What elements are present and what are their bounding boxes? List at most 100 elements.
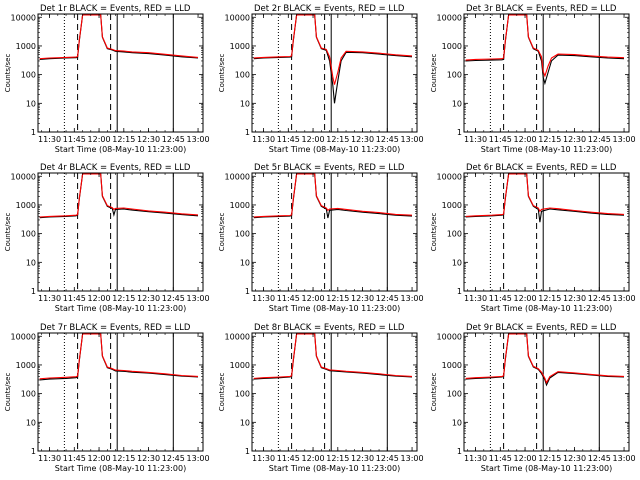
y-tick-label: 1	[457, 447, 462, 456]
y-tick-label: 100	[235, 71, 250, 80]
y-tick-label: 1	[245, 287, 250, 296]
x-tick-label: 12:45	[162, 135, 185, 144]
series-line-lld	[39, 173, 199, 218]
chart-panel: 1 10 100 1000 10000 11:30 11:45 12:00 12:15 12:30…	[4, 163, 210, 313]
series-line-lld	[465, 173, 625, 217]
y-tick-label: 100	[447, 71, 462, 80]
x-tick-label: 11:30	[38, 135, 61, 144]
plot-frame	[251, 172, 418, 292]
x-tick-label: 12:15	[112, 135, 135, 144]
series-line-lld	[253, 333, 413, 379]
x-axis-label: Start Time (08-May-10 11:23:00)	[269, 145, 400, 154]
y-tick-label: 1	[457, 287, 462, 296]
y-tick-label: 10	[26, 99, 36, 108]
chart-panel: 1 10 100 1000 10000 11:30 11:45 12:00 12:15 12:30…	[4, 4, 210, 154]
x-tick-label: 13:00	[401, 454, 424, 463]
x-tick-label: 12:15	[112, 294, 135, 303]
y-axis-label: Counts/sec	[218, 54, 226, 93]
x-tick-label: 12:30	[563, 135, 586, 144]
x-tick-label: 12:00	[302, 454, 325, 463]
x-tick-label: 11:30	[38, 294, 61, 303]
y-tick-label: 1000	[230, 201, 250, 210]
x-tick-label: 12:30	[351, 135, 374, 144]
x-tick-label: 11:45	[489, 135, 512, 144]
y-tick-label: 1000	[16, 361, 36, 370]
x-tick-label: 11:45	[63, 454, 86, 463]
x-tick-label: 11:45	[277, 454, 300, 463]
plot-frame	[37, 332, 204, 452]
y-tick-label: 10000	[437, 172, 462, 181]
x-tick-label: 12:30	[563, 454, 586, 463]
y-tick-label: 10000	[437, 332, 462, 341]
x-tick-label: 12:45	[162, 454, 185, 463]
plot-frame	[463, 13, 630, 133]
x-tick-label: 13:00	[613, 294, 636, 303]
y-tick-label: 1	[31, 287, 36, 296]
x-axis-label: Start Time (08-May-10 11:23:00)	[269, 304, 400, 313]
x-tick-label: 11:45	[277, 135, 300, 144]
x-tick-label: 12:45	[376, 294, 399, 303]
y-tick-label: 1000	[442, 201, 462, 210]
x-axis-label: Start Time (08-May-10 11:23:00)	[269, 464, 400, 473]
y-tick-label: 10000	[11, 172, 36, 181]
plot-frame	[37, 172, 204, 292]
x-tick-label: 11:30	[464, 135, 487, 144]
y-tick-label: 10	[26, 258, 36, 267]
y-tick-label: 1000	[442, 42, 462, 51]
y-tick-label: 10	[452, 418, 462, 427]
chart-title: Det 7r BLACK = Events, RED = LLD	[40, 323, 191, 333]
series-line-lld	[39, 333, 199, 380]
chart-title: Det 1r BLACK = Events, RED = LLD	[40, 4, 191, 14]
y-tick-label: 10	[452, 258, 462, 267]
x-tick-label: 12:45	[376, 454, 399, 463]
chart-panel: 1 10 100 1000 10000 11:30 11:45 12:00 12:15 12:30…	[4, 323, 210, 473]
x-tick-label: 12:00	[88, 294, 111, 303]
plot-frame	[463, 332, 630, 452]
x-axis-label: Start Time (08-May-10 11:23:00)	[481, 145, 612, 154]
plot-frame	[251, 332, 418, 452]
x-tick-label: 11:45	[489, 454, 512, 463]
y-tick-label: 10	[26, 418, 36, 427]
x-axis-label: Start Time (08-May-10 11:23:00)	[481, 464, 612, 473]
x-axis-label: Start Time (08-May-10 11:23:00)	[55, 464, 186, 473]
x-tick-label: 12:45	[376, 135, 399, 144]
x-tick-label: 12:30	[351, 294, 374, 303]
chart-panel: 1 10 100 1000 10000 11:30 11:45 12:00 12:15 12:30…	[218, 4, 424, 154]
y-tick-label: 10000	[437, 13, 462, 22]
plot-frame	[37, 13, 204, 133]
y-tick-label: 100	[235, 230, 250, 239]
x-tick-label: 12:15	[538, 454, 561, 463]
x-tick-label: 11:30	[252, 454, 275, 463]
series-line-events	[253, 333, 413, 380]
y-tick-label: 1	[31, 447, 36, 456]
x-tick-label: 13:00	[187, 135, 210, 144]
y-tick-label: 10000	[11, 13, 36, 22]
series-line-lld	[253, 14, 413, 85]
series-line-lld	[39, 14, 199, 60]
chart-panel: 1 10 100 1000 10000 11:30 11:45 12:00 12:15 12:30…	[430, 323, 636, 473]
x-tick-label: 12:15	[326, 454, 349, 463]
y-tick-label: 10000	[225, 13, 250, 22]
y-tick-label: 1000	[16, 42, 36, 51]
plot-frame	[463, 172, 630, 292]
x-tick-label: 12:00	[88, 454, 111, 463]
x-axis-label: Start Time (08-May-10 11:23:00)	[55, 304, 186, 313]
x-tick-label: 11:30	[252, 294, 275, 303]
x-tick-label: 12:15	[326, 294, 349, 303]
y-tick-label: 1000	[16, 201, 36, 210]
x-tick-label: 12:45	[588, 454, 611, 463]
y-tick-label: 1	[31, 128, 36, 137]
y-axis-label: Counts/sec	[4, 373, 12, 412]
y-axis-label: Counts/sec	[218, 213, 226, 252]
x-tick-label: 12:45	[162, 294, 185, 303]
y-tick-label: 100	[21, 390, 36, 399]
y-tick-label: 1000	[230, 42, 250, 51]
series-line-lld	[253, 173, 413, 218]
x-tick-label: 12:00	[302, 135, 325, 144]
y-tick-label: 1	[245, 447, 250, 456]
x-tick-label: 11:30	[464, 294, 487, 303]
y-tick-label: 10	[240, 418, 250, 427]
y-axis-label: Counts/sec	[430, 373, 438, 412]
x-tick-label: 12:00	[302, 294, 325, 303]
